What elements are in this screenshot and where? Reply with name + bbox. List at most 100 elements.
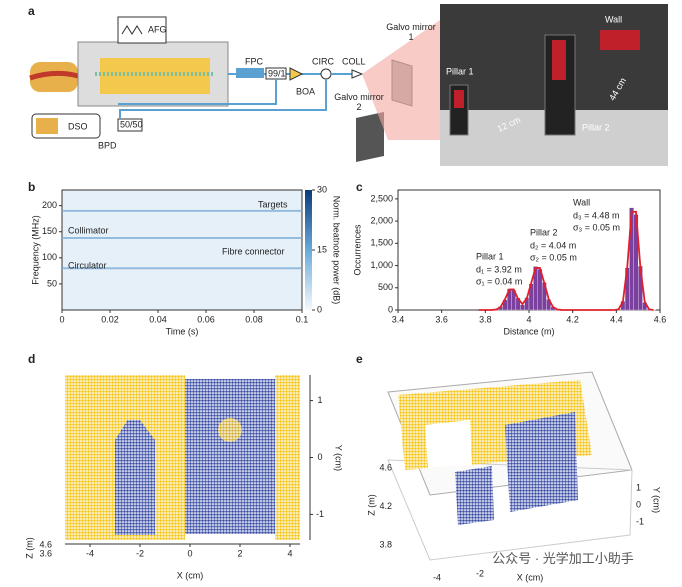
y-tick-label: 0 xyxy=(636,499,641,509)
y-axis-label: Y (cm) xyxy=(652,487,662,513)
colorbar xyxy=(305,190,312,310)
annotation: d₁ = 3.92 m xyxy=(476,264,522,274)
z-tick-label: 4.2 xyxy=(379,501,392,511)
x-tick-label: -2 xyxy=(136,548,144,558)
y-tick-label: 150 xyxy=(42,226,57,236)
x-tick-label: 4.6 xyxy=(654,314,667,324)
y-tick-label: 100 xyxy=(42,252,57,262)
fibre-core xyxy=(29,70,79,81)
label: COLL xyxy=(342,56,366,66)
panel-label: a xyxy=(28,4,35,18)
annotation: Fibre connector xyxy=(222,246,285,256)
label: Pillar 1 xyxy=(446,66,474,76)
y-tick-label: 1,500 xyxy=(370,238,393,248)
label: AFG xyxy=(148,24,167,34)
fibre xyxy=(118,79,277,105)
y-tick-label: 1,000 xyxy=(370,260,393,270)
mirror-2 xyxy=(356,112,384,162)
colorbar-tick-label: 15 xyxy=(317,244,327,254)
cloud-pillar-2 xyxy=(505,412,578,512)
setup-diagram: AFG FPC 99/1 BOA CIRC COLL DSO 50/50 BPD… xyxy=(29,4,668,166)
pillar-1-target xyxy=(454,90,464,108)
dso-screen xyxy=(36,118,58,134)
y-tick-label: 200 xyxy=(42,200,57,210)
z-axis-label: Z (m) xyxy=(366,494,376,516)
label: Galvo mirror 1 xyxy=(386,22,436,42)
fibre-body xyxy=(30,62,78,92)
x-tick-label: 4.2 xyxy=(566,314,579,324)
panel-label: c xyxy=(356,180,363,194)
collimator xyxy=(351,69,364,79)
y-tick-label: 0 xyxy=(388,304,393,314)
colorbar-label: Norm. beatnote power (dB) xyxy=(332,196,342,305)
z-axis-label: Z (m) xyxy=(24,537,34,559)
label: DSO xyxy=(68,121,88,131)
annotation: Wall xyxy=(573,197,590,207)
x-tick-label: 0 xyxy=(59,314,64,324)
coupler xyxy=(117,118,143,132)
x-axis-label: X (cm) xyxy=(517,572,544,582)
annotation: Pillar 2 xyxy=(530,227,558,237)
z-tick-label: 4.6 xyxy=(379,462,392,472)
x-tick-label: -4 xyxy=(433,572,441,582)
z-tick-label: 4.6 xyxy=(39,539,52,549)
x-tick-label: 3.6 xyxy=(435,314,448,324)
y-tick-label: 0 xyxy=(317,452,322,462)
label: BPD xyxy=(98,140,117,150)
x-tick-label: 4 xyxy=(287,548,292,558)
y-tick-label: 1 xyxy=(636,482,641,492)
x-tick-label: 0 xyxy=(187,548,192,558)
cloud-hole xyxy=(218,418,242,442)
label: FPC xyxy=(245,56,264,66)
y-tick-label: 2,500 xyxy=(370,193,393,203)
x-tick-label: 0.02 xyxy=(101,314,119,324)
y-tick-label: -1 xyxy=(316,509,324,519)
x-tick-label: -4 xyxy=(86,548,94,558)
cloud-pillar-2 xyxy=(185,379,275,534)
colorbar-tick-label: 30 xyxy=(317,184,327,194)
fpc xyxy=(236,68,264,78)
y-tick-label: 50 xyxy=(47,278,57,288)
circulator xyxy=(320,68,332,80)
x-tick-label: 2 xyxy=(237,548,242,558)
annotation: Circulator xyxy=(68,260,107,270)
x-tick-label: 3.8 xyxy=(479,314,492,324)
label: 99/1 xyxy=(268,68,286,78)
x-axis-label: Time (s) xyxy=(166,326,199,336)
bar xyxy=(520,304,525,311)
x-tick-label: 4 xyxy=(526,314,531,324)
y-tick-label: 500 xyxy=(378,282,393,292)
label: Wall xyxy=(605,14,622,24)
x-axis-label: Distance (m) xyxy=(503,326,554,336)
x-tick-label: 0.04 xyxy=(149,314,167,324)
cloud-hole xyxy=(425,420,472,468)
panel-label: d xyxy=(28,352,35,366)
x-tick-label: 4.4 xyxy=(610,314,623,324)
annotation: d₃ = 4.48 m xyxy=(573,210,619,220)
y-axis-label: Occurrences xyxy=(352,224,362,276)
label: 50/50 xyxy=(120,119,143,129)
label: BOA xyxy=(296,86,315,96)
z-tick-label: 3.8 xyxy=(379,539,392,549)
x-tick-label: 0.1 xyxy=(296,314,309,324)
x-axis-label: X (cm) xyxy=(177,570,204,580)
panel-label: b xyxy=(28,180,35,194)
x-tick-label: 3.4 xyxy=(392,314,405,324)
annotation: σ₃ = 0.05 m xyxy=(573,222,620,232)
cloud-pillar-1 xyxy=(115,420,155,535)
y-tick-label: 2,000 xyxy=(370,215,393,225)
x-tick-label: 0.08 xyxy=(245,314,263,324)
fit-line xyxy=(478,210,654,311)
annotation: σ₁ = 0.04 m xyxy=(476,276,522,286)
label: CIRC xyxy=(312,56,334,66)
x-tick-label: -2 xyxy=(476,568,484,578)
watermark: 公众号 · 光学加工小助手 xyxy=(492,551,634,566)
y-tick-label: -1 xyxy=(636,516,644,526)
annotation: d₂ = 4.04 m xyxy=(530,240,576,250)
x-tick-label: 0.06 xyxy=(197,314,215,324)
annotation: σ₂ = 0.05 m xyxy=(530,252,577,262)
panel-label: e xyxy=(356,352,363,366)
label: Pillar 2 xyxy=(582,122,610,132)
